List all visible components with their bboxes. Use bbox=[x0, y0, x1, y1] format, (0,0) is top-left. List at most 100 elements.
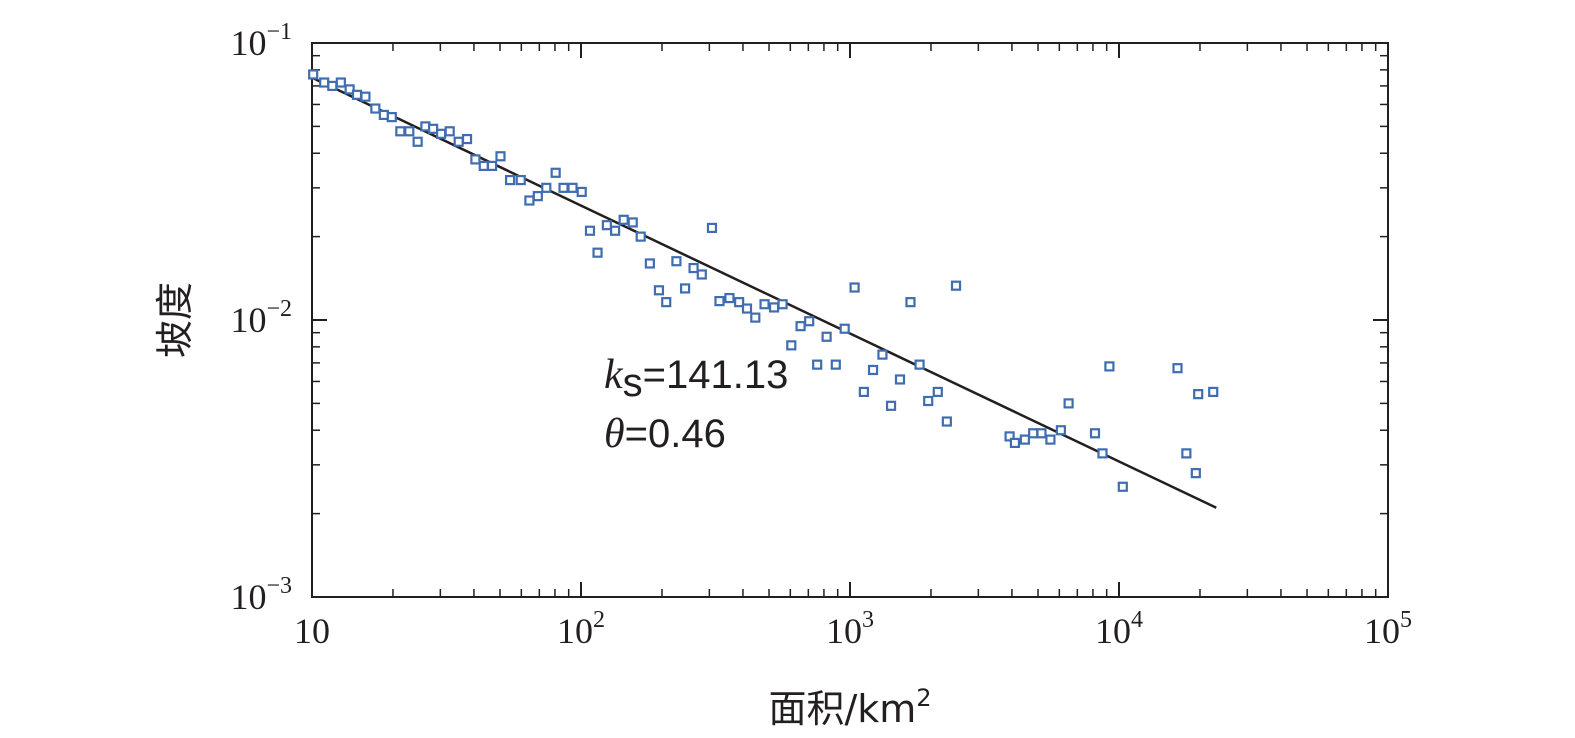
data-point bbox=[679, 283, 691, 294]
data-point bbox=[335, 77, 346, 88]
theta-annotation: θ=0.46 bbox=[604, 411, 726, 457]
data-point bbox=[1004, 431, 1015, 442]
data-point bbox=[696, 269, 707, 280]
data-point bbox=[444, 126, 455, 137]
data-point bbox=[319, 77, 330, 88]
data-point bbox=[1028, 428, 1039, 439]
data-point bbox=[1117, 481, 1128, 492]
data-point bbox=[344, 84, 355, 95]
data-point bbox=[768, 302, 780, 313]
data-point bbox=[360, 91, 371, 102]
data-point bbox=[671, 256, 682, 267]
data-point bbox=[515, 174, 526, 186]
data-point bbox=[470, 154, 481, 165]
data-point bbox=[795, 321, 806, 332]
data-point bbox=[714, 296, 725, 307]
y-tick-label: 10−2 bbox=[230, 296, 292, 340]
data-point bbox=[351, 89, 363, 100]
x-tick-label: 104 bbox=[1095, 607, 1143, 651]
data-point bbox=[308, 69, 319, 80]
data-point bbox=[618, 214, 629, 225]
data-point bbox=[706, 222, 718, 234]
data-point bbox=[378, 109, 389, 121]
x-tick-label: 10 bbox=[294, 611, 330, 651]
data-point bbox=[504, 174, 516, 186]
plot-frame bbox=[311, 42, 1389, 598]
fit-line-layer bbox=[311, 76, 1217, 509]
data-point bbox=[894, 374, 906, 385]
data-point bbox=[1208, 386, 1219, 398]
data-point bbox=[1104, 361, 1115, 372]
data-point bbox=[541, 182, 552, 193]
data-point bbox=[486, 160, 498, 172]
data-point bbox=[584, 225, 596, 236]
data-point bbox=[877, 349, 888, 360]
data-point bbox=[932, 386, 943, 398]
data-point bbox=[601, 220, 612, 231]
data-point bbox=[1193, 389, 1204, 400]
data-point bbox=[914, 359, 925, 370]
data-point bbox=[567, 182, 578, 193]
fit-line bbox=[311, 76, 1217, 509]
data-point bbox=[941, 416, 952, 427]
x-tick-label: 102 bbox=[557, 607, 605, 651]
data-point bbox=[1172, 363, 1183, 374]
data-points bbox=[308, 69, 1219, 492]
data-point bbox=[1019, 434, 1030, 445]
data-point bbox=[688, 262, 699, 274]
data-point bbox=[849, 282, 860, 293]
data-point bbox=[786, 340, 797, 351]
data-point bbox=[495, 151, 506, 162]
data-point bbox=[436, 128, 447, 139]
data-point bbox=[1063, 398, 1074, 409]
data-point bbox=[404, 126, 415, 137]
data-point bbox=[627, 217, 638, 228]
data-point bbox=[386, 112, 397, 123]
data-point bbox=[327, 80, 338, 92]
x-axis-title: 面积/km2 bbox=[768, 684, 931, 731]
data-point bbox=[923, 395, 934, 407]
data-point bbox=[734, 297, 745, 308]
data-point bbox=[821, 331, 832, 342]
x-tick-label: 103 bbox=[826, 607, 874, 651]
data-point bbox=[370, 103, 381, 114]
data-point bbox=[661, 297, 672, 308]
data-point bbox=[830, 359, 841, 370]
fit-annotation: ks=141.13 θ=0.46 bbox=[604, 352, 788, 457]
data-point bbox=[524, 195, 535, 206]
data-point bbox=[741, 303, 753, 314]
data-point bbox=[1045, 434, 1056, 445]
x-tick-label: 105 bbox=[1364, 607, 1412, 651]
data-point bbox=[610, 225, 621, 236]
data-point bbox=[1089, 428, 1101, 439]
data-point bbox=[635, 231, 646, 242]
data-point bbox=[1097, 448, 1108, 459]
y-tick-label: 10−3 bbox=[230, 573, 292, 617]
data-point bbox=[724, 292, 735, 304]
data-point bbox=[576, 186, 587, 198]
data-point bbox=[1055, 425, 1066, 436]
data-point bbox=[412, 136, 423, 147]
data-point bbox=[1181, 448, 1192, 459]
data-point bbox=[867, 364, 879, 376]
data-point bbox=[777, 299, 788, 310]
data-point bbox=[461, 133, 473, 145]
data-point bbox=[653, 285, 665, 296]
y-tick-label: 10−1 bbox=[230, 19, 292, 63]
data-point bbox=[1036, 428, 1047, 439]
ks-annotation: ks=141.13 bbox=[604, 352, 788, 405]
data-point bbox=[839, 323, 850, 334]
data-point bbox=[950, 280, 962, 291]
data-point bbox=[1009, 437, 1021, 449]
data-point bbox=[858, 386, 869, 398]
data-point bbox=[558, 182, 569, 193]
data-point bbox=[905, 297, 916, 308]
data-point bbox=[550, 167, 561, 178]
data-point bbox=[885, 400, 897, 411]
data-point bbox=[644, 258, 655, 269]
tick-labels: 10 102 103 104 105 10−3 10−2 10−1 bbox=[230, 19, 1412, 651]
data-point bbox=[395, 126, 406, 137]
data-point bbox=[532, 191, 543, 202]
